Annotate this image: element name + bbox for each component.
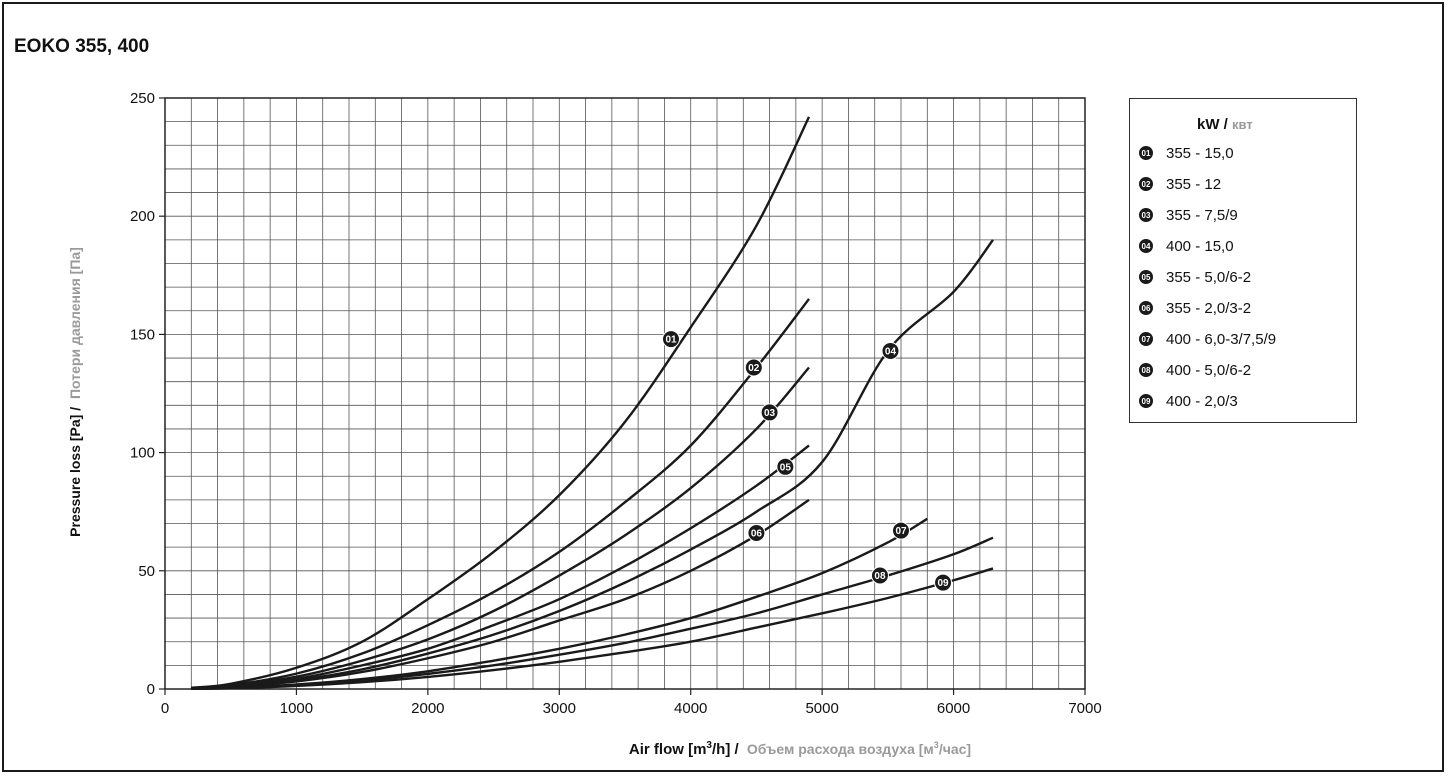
- legend-item-07: 07 400 - 6,0-3/7,5/9: [1139, 328, 1276, 350]
- axis-ticks: 0 1000 2000 3000 4000 5000 6000 700005010015020…: [130, 90, 1102, 717]
- legend-item-05: 05 355 - 5,0/6-2: [1139, 266, 1251, 288]
- series-line-09: [191, 567, 994, 690]
- legend-badge-04: 04: [1139, 239, 1153, 253]
- series-badge-09: [934, 573, 953, 592]
- series-badge-02: [744, 358, 763, 377]
- x-tick-label: 0: [161, 700, 169, 717]
- series-labels: 01 02 03 04 05 06 07 08 09: [662, 330, 953, 592]
- plot-border: [164, 97, 1086, 690]
- legend-item-06: 06 355 - 2,0/3-2: [1139, 297, 1251, 319]
- series-badge-label-07: 07: [895, 526, 907, 537]
- legend-label-05: 355 - 5,0/6-2: [1166, 268, 1252, 286]
- legend-badge-06: 06: [1139, 301, 1153, 315]
- legend-badge-03: 03: [1139, 208, 1153, 222]
- y-axis-title: Pressure loss [Pa] / Потери давления [Па…: [67, 247, 83, 537]
- legend-label-04: 400 - 15,0: [1166, 237, 1234, 255]
- series-badge-label-09: 09: [937, 578, 949, 589]
- legend-badge-05: 05: [1139, 270, 1153, 284]
- legend-label-08: 400 - 5,0/6-2: [1166, 361, 1252, 379]
- series-badge-label-02: 02: [748, 363, 760, 374]
- series-badge-label-03: 03: [764, 408, 776, 419]
- grid-major: [164, 97, 1086, 690]
- legend-label-06: 355 - 2,0/3-2: [1166, 299, 1252, 317]
- y-tick-label: 150: [130, 326, 155, 343]
- series-line-01: [191, 116, 811, 690]
- series-badge-label-04: 04: [885, 346, 897, 357]
- legend-item-03: 03 355 - 7,5/9: [1139, 204, 1238, 226]
- series-badge-label-01: 01: [665, 335, 677, 346]
- x-tick-label: 1000: [280, 700, 313, 717]
- legend-badge-07: 07: [1139, 332, 1153, 346]
- x-tick-label: 3000: [543, 700, 576, 717]
- legend-item-02: 02 355 - 12: [1139, 173, 1221, 195]
- legend-badge-09: 09: [1139, 394, 1153, 408]
- series-badge-01: [662, 330, 680, 349]
- series-badge-label-05: 05: [780, 462, 792, 473]
- series-badge-08: [870, 566, 889, 585]
- x-tick-label: 6000: [937, 700, 970, 717]
- legend-title: kW / квт: [1197, 116, 1253, 133]
- x-tick-label: 5000: [805, 700, 838, 717]
- series-line-03: [191, 366, 810, 690]
- legend-item-09: 09 400 - 2,0/3: [1139, 390, 1238, 412]
- legend-label-01: 355 - 15,0: [1166, 144, 1234, 162]
- x-tick-label: 4000: [674, 700, 707, 717]
- y-tick-label: 200: [130, 208, 155, 225]
- x-tick-label: 2000: [411, 700, 444, 717]
- y-tick-label: 50: [138, 563, 155, 580]
- series-badge-label-08: 08: [874, 571, 886, 582]
- y-tick-label: 250: [130, 90, 155, 107]
- y-tick-label: 100: [130, 445, 155, 462]
- series-lines: [191, 116, 994, 690]
- series-badge-05: [776, 457, 795, 476]
- legend-badge-01: 01: [1139, 146, 1153, 160]
- legend-label-07: 400 - 6,0-3/7,5/9: [1166, 330, 1277, 348]
- legend-item-04: 04 400 - 15,0: [1139, 235, 1234, 257]
- series-line-04: [191, 239, 994, 690]
- legend: [1129, 98, 1357, 423]
- x-tick-label: 7000: [1068, 700, 1101, 717]
- series-badge-04: [881, 341, 900, 360]
- legend-label-02: 355 - 12: [1166, 175, 1222, 193]
- series-badge-06: [747, 523, 766, 542]
- series-line-02: [191, 298, 810, 690]
- legend-badge-02: 02: [1139, 177, 1153, 191]
- series-line-08: [191, 536, 994, 690]
- legend-label-03: 355 - 7,5/9: [1166, 206, 1238, 224]
- legend-item-01: 01 355 - 15,0: [1139, 142, 1234, 164]
- legend-label-09: 400 - 2,0/3: [1166, 392, 1238, 410]
- chart-title: EOKO 355, 400: [14, 36, 150, 57]
- legend-badge-08: 08: [1139, 363, 1153, 377]
- series-badge-07: [892, 521, 910, 540]
- series-badge-03: [760, 403, 779, 422]
- legend-item-08: 08 400 - 5,0/6-2: [1139, 359, 1251, 381]
- series-badge-label-06: 06: [751, 528, 763, 539]
- series-line-06: [191, 498, 810, 690]
- x-axis-title: Air flow [m3/h] / Объем расхода воздуха …: [629, 740, 971, 758]
- series-line-05: [191, 444, 810, 690]
- y-tick-label: 0: [147, 681, 155, 698]
